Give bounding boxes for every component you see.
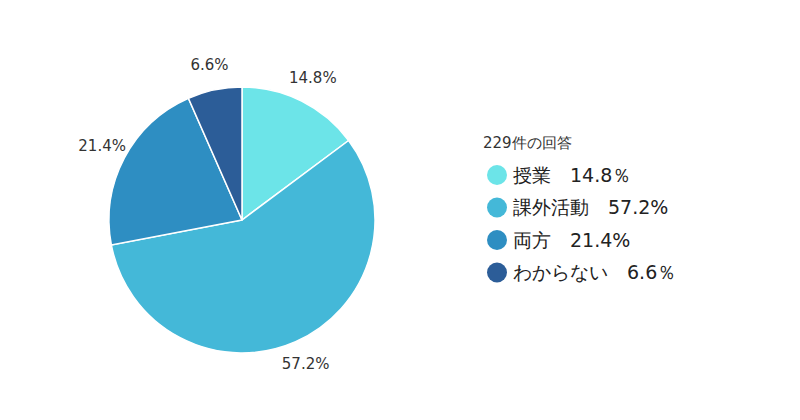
legend-item: 課外活動 57.2%: [487, 196, 668, 218]
pie-slice: [188, 87, 242, 220]
legend-swatch: [487, 165, 507, 185]
legend-label: 授業 14.8％: [513, 164, 631, 186]
chart-svg: 14.8% 57.2% 21.4% 6.6% 229件の回答授業 14.8％ 課外活動 5…: [0, 0, 800, 420]
legend-label: わからない 6.6％: [513, 261, 676, 283]
legend-item: 両方 21.4%: [487, 229, 630, 251]
legend: 229件の回答授業 14.8％ 課外活動 57.2% 両方 21.4% わからない 6…: [483, 134, 676, 284]
data-labels: 14.8% 57.2% 21.4% 6.6%: [78, 56, 336, 373]
legend-label: 両方 21.4%: [513, 229, 630, 251]
legend-label: 課外活動 57.2%: [513, 196, 668, 218]
data-label: 57.2%: [282, 355, 330, 373]
legend-item: わからない 6.6％: [487, 261, 676, 283]
legend-swatch: [487, 198, 507, 218]
legend-swatch: [487, 263, 507, 283]
data-label: 6.6%: [190, 56, 228, 74]
legend-title: 229件の回答: [483, 134, 572, 152]
pie: [109, 87, 375, 353]
data-label: 21.4%: [78, 137, 126, 155]
data-label: 14.8%: [289, 69, 337, 87]
legend-swatch: [487, 230, 507, 250]
chart-container: 14.8% 57.2% 21.4% 6.6% 229件の回答授業 14.8％ 課外活動 5…: [0, 0, 800, 420]
legend-item: 授業 14.8％: [487, 164, 631, 186]
